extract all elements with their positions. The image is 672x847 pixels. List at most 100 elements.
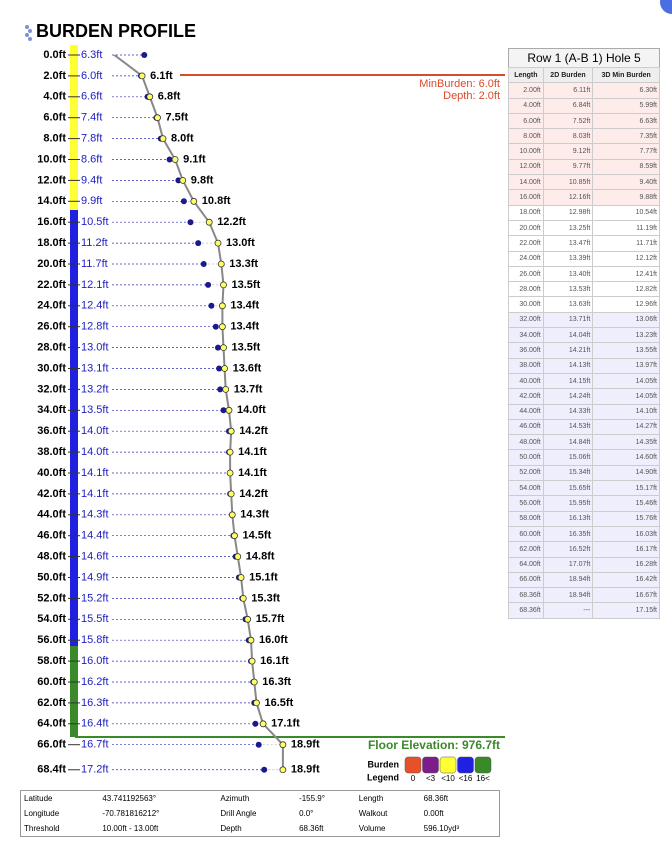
depth-label: 0.0ft: [43, 49, 66, 61]
legend-swatch: [422, 756, 439, 774]
depth-label: 8.0ft: [43, 133, 66, 145]
table-cell: 16.52ft: [542, 541, 594, 558]
burden-3d-dot: [255, 741, 262, 748]
table-cell: 10.00ft: [508, 143, 544, 160]
burden-2d-dot: [226, 448, 234, 456]
info-label: Depth: [220, 824, 242, 833]
burden-2d-dot: [279, 766, 287, 774]
table-cell: 52.00ft: [508, 464, 544, 482]
table-cell: 12.16ft: [542, 189, 594, 206]
table-cell: 32.00ft: [508, 311, 544, 329]
floor-label: Floor Elevation: 976.7ft: [368, 738, 500, 752]
table-row: 28.00ft 13.53ft 12.82ft: [508, 281, 660, 298]
table-cell: 16.00ft: [508, 189, 544, 206]
burden-2d-label: 14.0ft: [237, 404, 266, 416]
table-cell: 36.00ft: [508, 342, 544, 359]
min-burden: MinBurden: 6.0ft: [419, 78, 500, 90]
burden-3d-dot: [208, 302, 215, 309]
burden-2d-label: 15.1ft: [249, 571, 278, 583]
burden-3d-label: 16.2ft: [81, 676, 109, 688]
depth-label: 34.0ft: [37, 404, 66, 416]
depth-label: 40.0ft: [37, 467, 66, 479]
table-cell: 10.85ft: [542, 174, 594, 191]
burden-2d-dot: [231, 532, 238, 540]
info-label: Latitude: [24, 794, 53, 803]
table-cell: 14.90ft: [592, 464, 660, 482]
depth-label: 52.0ft: [37, 592, 66, 604]
burden-3d-dot: [216, 365, 223, 372]
table-cell: 6.30ft: [592, 82, 660, 99]
depth-label: 24.0ft: [37, 300, 66, 312]
table-cell: 7.52ft: [542, 112, 594, 130]
table-row: 6.00ft 7.52ft 6.63ft: [508, 112, 660, 130]
depth-label: 42.0ft: [37, 488, 66, 500]
table-row: 14.00ft 10.85ft 9.40ft: [508, 174, 660, 191]
table-cell: 68.36ft: [508, 602, 544, 619]
burden-2d-label: 13.0ft: [226, 237, 255, 249]
burden-3d-label: 13.1ft: [81, 362, 109, 374]
burden-2d-label: 15.3ft: [251, 592, 280, 604]
table-cell: 14.53ft: [542, 418, 594, 436]
burden-2d-label: 6.1ft: [150, 70, 173, 82]
table-cell: 8.59ft: [592, 158, 660, 176]
table-row: 48.00ft 14.84ft 14.35ft: [508, 434, 660, 451]
column-header: 3D Min Burden: [592, 66, 660, 84]
burden-3d-label: 16.3ft: [81, 697, 109, 709]
table-cell: 60.00ft: [508, 525, 544, 543]
table-cell: 62.00ft: [508, 541, 544, 558]
burden-2d-dot: [239, 595, 247, 602]
table-cell: 16.28ft: [592, 556, 660, 573]
burden-2d-dot: [228, 511, 236, 519]
burden-3d-dot: [141, 52, 148, 58]
table-cell: 14.00ft: [508, 174, 544, 191]
burden-2d-label: 14.8ft: [246, 551, 275, 563]
table-row: 8.00ft 8.03ft 7.35ft: [508, 128, 660, 145]
depth-label: 62.0ft: [37, 697, 66, 709]
burden-3d-label: 7.8ft: [81, 133, 102, 145]
burden-2d-label: 9.8ft: [191, 174, 214, 186]
table-cell: 13.25ft: [542, 219, 594, 237]
info-value: 0.0°: [299, 809, 314, 818]
burden-3d-label: 14.1ft: [81, 467, 109, 479]
burden-2d-dot: [171, 156, 179, 163]
info-value: -155.9°: [299, 794, 325, 803]
table-cell: 14.60ft: [592, 449, 660, 466]
table-cell: 14.10ft: [592, 403, 660, 420]
info-value: 68.36ft: [423, 794, 449, 803]
depth-label: 48.0ft: [37, 551, 66, 563]
burden-3d-label: 6.6ft: [81, 91, 102, 103]
table-cell: 15.76ft: [592, 510, 660, 527]
burden-2d-dot: [226, 469, 234, 477]
table-cell: 68.36ft: [508, 587, 544, 604]
table-cell: 14.04ft: [542, 327, 594, 344]
table-row: 12.00ft 9.77ft 8.59ft: [508, 158, 660, 176]
legend-swatch: [474, 756, 492, 774]
burden-3d-label: 14.0ft: [81, 446, 109, 458]
table-cell: 11.19ft: [592, 219, 660, 237]
burden-2d-label: 7.5ft: [166, 112, 189, 124]
legend-label: <16: [459, 774, 473, 783]
burden-3d-label: 17.2ft: [81, 764, 109, 776]
depth-label: 56.0ft: [37, 634, 66, 646]
legend-label: <10: [441, 774, 455, 783]
table-cell: 13.40ft: [542, 265, 594, 283]
burden-3d-dot: [180, 198, 187, 205]
table-cell: 14.05ft: [592, 388, 660, 405]
burden-2d-label: 14.5ft: [243, 530, 272, 542]
table-cell: 12.00ft: [508, 158, 544, 176]
burden-2d-dot: [218, 302, 226, 310]
burden-3d-label: 13.5ft: [81, 404, 109, 416]
table-cell: 17.07ft: [542, 556, 594, 573]
info-value: 0.00ft: [423, 809, 444, 818]
burden-3d-label: 7.4ft: [81, 112, 102, 124]
info-label: Longitude: [24, 809, 60, 818]
column-header: 2D Burden: [542, 66, 594, 84]
table-cell: 13.53ft: [542, 281, 594, 298]
table-cell: 15.95ft: [542, 495, 594, 512]
burden-2d-dot: [221, 365, 229, 372]
table-row: 58.00ft 16.13ft 15.76ft: [508, 510, 660, 527]
depth-label: 68.4ft: [37, 764, 66, 776]
title: BURDEN PROFILE: [36, 21, 196, 41]
info-label: Drill Angle: [220, 809, 257, 818]
burden-2d-label: 15.7ft: [256, 613, 285, 625]
